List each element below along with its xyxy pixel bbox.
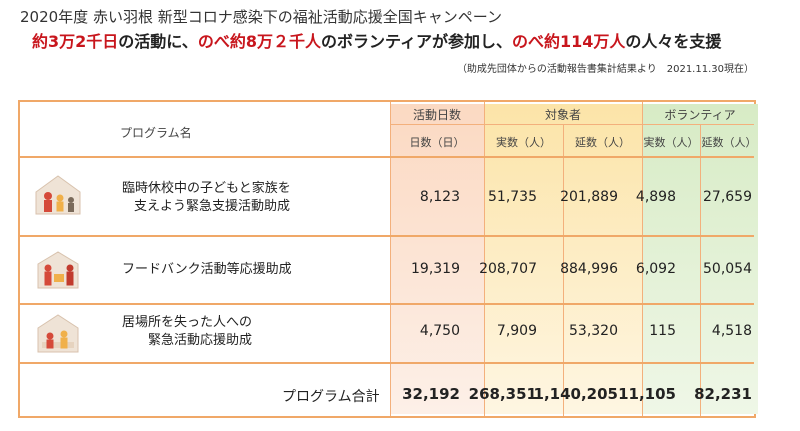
program-label-1-line1: 臨時休校中の子どもと家族を <box>122 181 291 196</box>
row1-days: 8,123 <box>419 189 460 205</box>
target-header: 対象者 <box>544 108 581 122</box>
program-label-1: 臨時休校中の子どもと家族を 支えよう緊急支援活動助成 <box>122 180 291 216</box>
row-divider <box>20 303 754 305</box>
row2-target-total: 884,996 <box>560 261 618 277</box>
days-subheader: 日数（日） <box>409 136 465 149</box>
target-actual-subheader: 実数（人） <box>496 136 551 149</box>
total-target-actual: 268,351 <box>468 385 537 403</box>
row2-vol-total: 50,054 <box>703 261 752 277</box>
program-label-2: フードバンク活動等応援助成 <box>122 261 292 279</box>
volunteer-header: ボランティア <box>664 108 736 122</box>
total-vol-actual: 11,105 <box>618 385 676 403</box>
program-label-3-line2: 緊急活動応援助成 <box>148 333 253 348</box>
row1-vol-total: 27,659 <box>703 189 752 205</box>
row1-vol-actual: 4,898 <box>635 189 676 205</box>
column-divider <box>563 124 564 416</box>
row1-target-actual: 51,735 <box>488 189 537 205</box>
headline-part-5: のべ約114万人 <box>512 32 626 51</box>
vol-total-subheader: 延数（人） <box>701 136 757 149</box>
row3-vol-actual: 115 <box>649 323 676 339</box>
headline-part-3: のべ約8万２千人 <box>197 32 321 51</box>
column-divider <box>484 102 485 416</box>
row-divider <box>20 235 754 237</box>
days-header: 活動日数 <box>412 108 461 122</box>
headline-part-1: 約3万2千日 <box>32 32 119 51</box>
row3-days: 4,750 <box>419 323 460 339</box>
program-label-3: 居場所を失った人への 緊急活動応援助成 <box>122 314 252 350</box>
row-divider <box>20 362 754 364</box>
column-divider <box>700 124 701 416</box>
column-divider <box>390 102 391 416</box>
vol-actual-subheader: 実数（人） <box>643 136 699 149</box>
row3-target-total: 53,320 <box>569 323 618 339</box>
row2-vol-actual: 6,092 <box>635 261 676 277</box>
food-bank-icon <box>37 251 79 289</box>
results-table: プログラム名 活動日数 対象者 ボランティア 日数（日） 実数（人） 延数（人）… <box>18 100 758 418</box>
family-house-icon <box>35 175 81 215</box>
row2-target-actual: 208,707 <box>479 261 537 277</box>
source-note: （助成先団体からの活動報告書集計結果より 2021.11.30現在） <box>456 64 754 75</box>
program-label-1-line2: 支えよう緊急支援活動助成 <box>134 199 291 214</box>
headline-part-2: の活動に、 <box>118 32 198 51</box>
program-label-2-line1: フードバンク活動等応援助成 <box>122 262 292 277</box>
column-divider <box>642 102 643 416</box>
row2-days: 19,319 <box>411 261 460 277</box>
row1-target-total: 201,889 <box>560 189 618 205</box>
days-column-band <box>390 104 484 414</box>
total-label: プログラム合計 <box>282 389 380 405</box>
row3-vol-total: 4,518 <box>711 323 752 339</box>
headline-part-6: の人々を支援 <box>625 32 722 51</box>
program-label-3-line1: 居場所を失った人への <box>122 315 253 330</box>
shelter-house-icon <box>37 314 79 353</box>
headline-part-4: のボランティアが参加し、 <box>320 32 512 51</box>
total-days: 32,192 <box>402 385 460 403</box>
program-name-header: プログラム名 <box>120 126 192 140</box>
row-divider <box>20 156 754 158</box>
headline: 約3万2千日の活動に、のべ約8万２千人のボランティアが参加し、のべ約114万人の… <box>32 28 721 52</box>
total-target-total: 1,140,205 <box>533 385 618 403</box>
total-vol-total: 82,231 <box>694 385 752 403</box>
row3-target-actual: 7,909 <box>496 323 537 339</box>
target-total-subheader: 延数（人） <box>575 136 630 149</box>
header-divider <box>390 124 754 125</box>
campaign-title: 2020年度 赤い羽根 新型コロナ感染下の福祉活動応援全国キャンペーン <box>20 8 502 26</box>
